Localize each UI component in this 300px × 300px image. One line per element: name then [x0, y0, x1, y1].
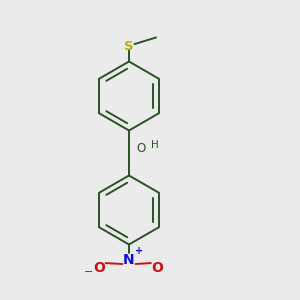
Text: N: N	[123, 253, 135, 266]
Text: S: S	[124, 40, 134, 53]
Text: O: O	[136, 142, 146, 155]
Text: O: O	[93, 261, 105, 274]
Text: H: H	[152, 140, 159, 151]
Text: O: O	[152, 261, 164, 274]
Text: +: +	[135, 246, 143, 256]
Text: −: −	[84, 266, 93, 277]
